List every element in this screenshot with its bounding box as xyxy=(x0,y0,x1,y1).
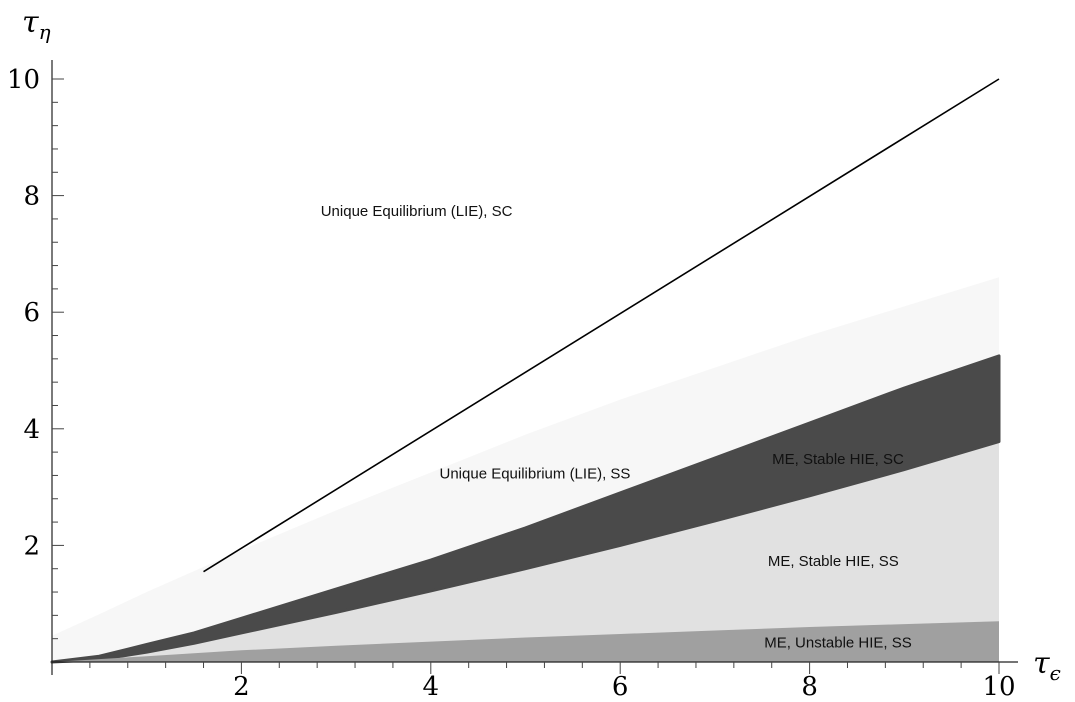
region-labels-layer: Unique Equilibrium (LIE), SC Unique Equil… xyxy=(321,203,912,651)
region-bottom xyxy=(52,621,999,662)
diagonal-line xyxy=(203,78,1000,573)
region-mid xyxy=(52,441,999,662)
y-tick-label: 2 xyxy=(23,531,40,561)
x-tick-label: 2 xyxy=(233,672,250,702)
x-tick-label: 6 xyxy=(612,672,629,702)
x-tick-label: 10 xyxy=(982,672,1015,702)
y-tick-label: 10 xyxy=(7,65,40,95)
y-axis-label: τη xyxy=(22,5,51,44)
y-tick-label: 4 xyxy=(23,415,40,445)
regions-layer xyxy=(50,78,1001,664)
x-tick-label: 8 xyxy=(801,672,818,702)
region-label-3: ME, Stable HIE, SS xyxy=(768,553,899,570)
region-label-0: Unique Equilibrium (LIE), SC xyxy=(321,203,513,220)
y-tick-label: 8 xyxy=(23,182,40,212)
y-tick-label: 6 xyxy=(23,298,40,328)
axes-layer: 2 4 6 8 10 2 4 6 8 10 xyxy=(7,60,1018,702)
region-dark-band xyxy=(50,354,1001,664)
x-axis-label: τϵ xyxy=(1033,646,1061,685)
x-tick-label: 4 xyxy=(423,672,440,702)
region-label-1: Unique Equilibrium (LIE), SS xyxy=(440,465,631,482)
region-label-4: ME, Unstable HIE, SS xyxy=(764,634,912,651)
region-label-2: ME, Stable HIE, SC xyxy=(772,451,904,468)
